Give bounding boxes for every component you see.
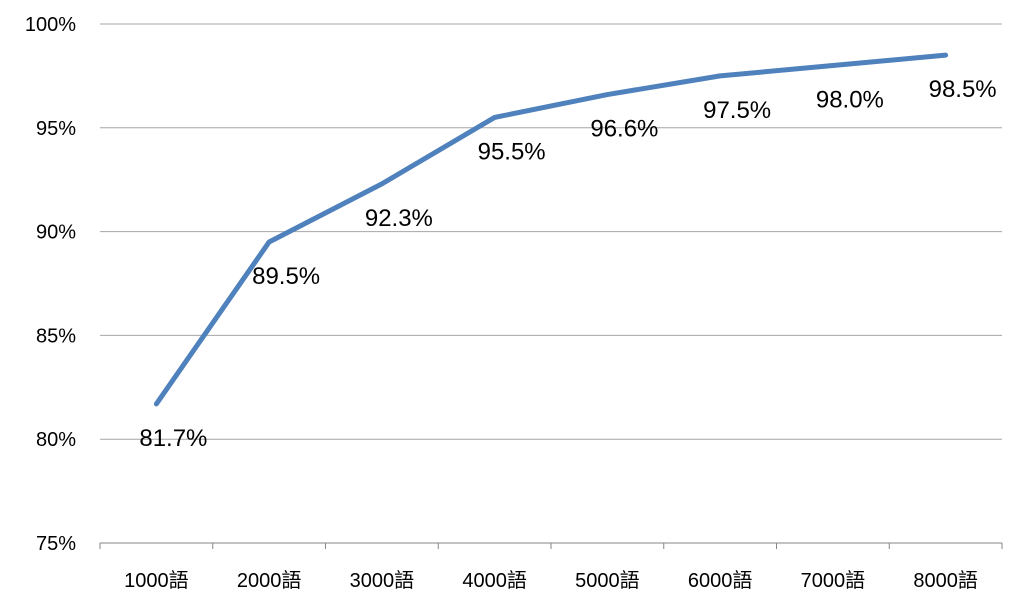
series-line <box>153 52 949 407</box>
y-tick-label: 95% <box>36 118 76 140</box>
data-label: 98.0% <box>816 87 884 114</box>
y-tick-label: 85% <box>36 325 76 347</box>
x-tick-label: 5000語 <box>575 569 640 592</box>
x-tick-label: 2000語 <box>237 569 302 592</box>
x-tick-label: 4000語 <box>462 569 527 592</box>
y-tick-label: 80% <box>36 429 76 451</box>
x-tick-label: 3000語 <box>350 569 415 592</box>
y-tick-label: 100% <box>25 14 76 36</box>
y-tick-label: 75% <box>36 533 76 555</box>
axes <box>99 542 1003 549</box>
x-tick-label: 6000語 <box>688 569 753 592</box>
x-tick-label: 1000語 <box>124 569 189 592</box>
series <box>153 52 949 407</box>
data-label: 97.5% <box>703 97 771 124</box>
y-tick-label: 90% <box>36 222 76 244</box>
gridlines <box>100 23 1002 440</box>
x-tick-label: 7000語 <box>801 569 866 592</box>
x-tick-labels: 1000語 2000語 3000語 4000語 5000語 6000語 7000語 8000語 <box>124 569 978 592</box>
data-labels: 81.7% 89.5% 92.3% 95.5% 96.6% 97.5% 98.0% 98.5% <box>139 76 996 452</box>
data-label: 92.3% <box>365 205 433 232</box>
data-label: 81.7% <box>139 425 207 452</box>
data-label: 98.5% <box>929 76 997 103</box>
x-tick-label: 8000語 <box>913 569 978 592</box>
y-tick-labels: 75% 80% 85% 90% 95% 100% <box>25 14 76 555</box>
data-label: 96.6% <box>590 116 658 143</box>
data-label: 89.5% <box>252 263 320 290</box>
data-label: 95.5% <box>478 138 546 165</box>
